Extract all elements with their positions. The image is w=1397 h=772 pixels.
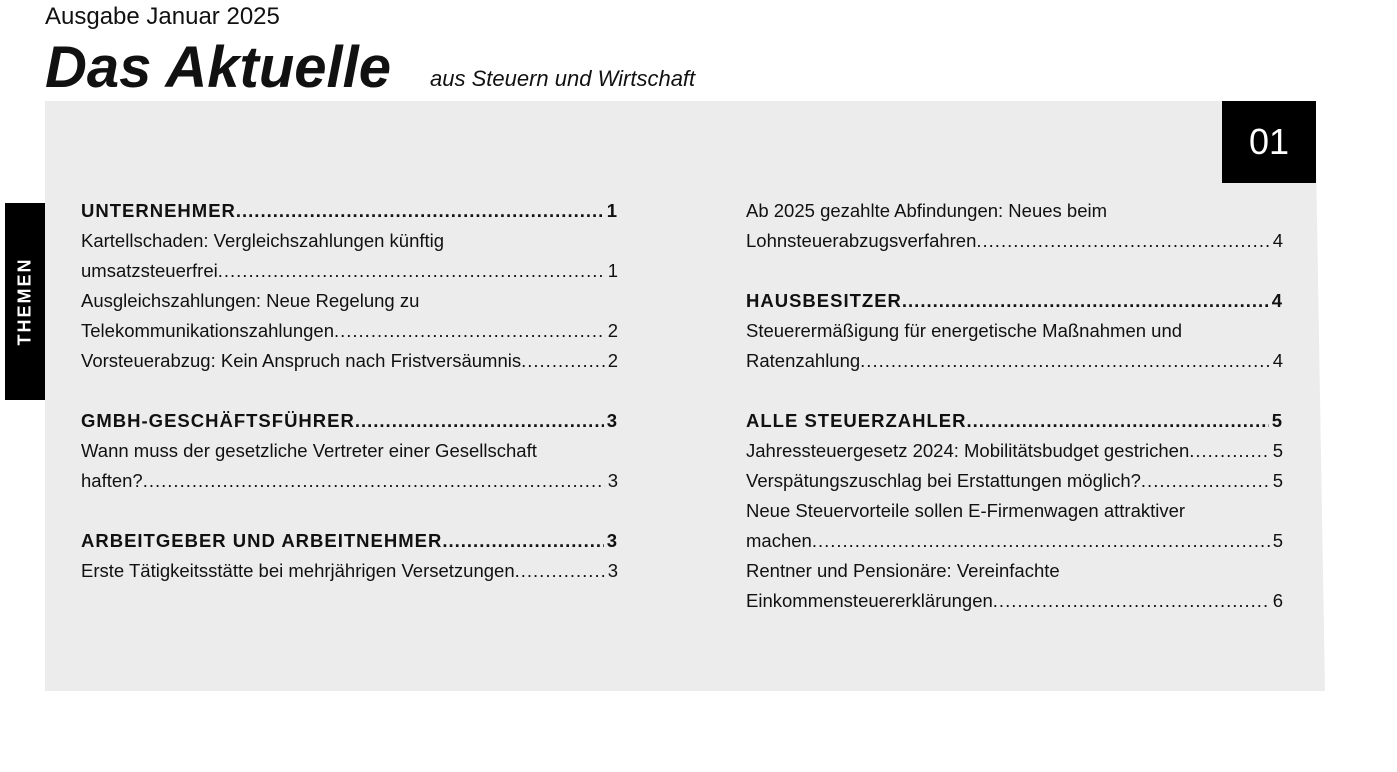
entry-text: machen: [746, 530, 812, 551]
toc-entry-line[interactable]: Vorsteuerabzug: Kein Anspruch nach Frist…: [81, 346, 618, 376]
section-gap: [746, 256, 1283, 286]
section-gap: [746, 376, 1283, 406]
dot-leader: [521, 346, 605, 376]
issue-number-badge: 01: [1222, 101, 1316, 183]
entry-text: Wann muss der gesetzliche Vertreter eine…: [81, 440, 537, 461]
dot-leader: [334, 316, 605, 346]
entry-text: Steuerermäßigung für energetische Maßnah…: [746, 320, 1183, 341]
heading-text: ALLE STEUERZAHLER: [746, 410, 967, 431]
entry-text: Ab 2025 gezahlte Abfindungen: Neues beim: [746, 200, 1108, 221]
toc-section-heading[interactable]: ARBEITGEBER UND ARBEITNEHMER 3: [81, 526, 618, 556]
entry-text: Einkommensteuererklärungen: [746, 590, 993, 611]
page-number: 6: [1272, 590, 1283, 611]
section-gap: [81, 496, 618, 526]
toc-entry-line[interactable]: Wann muss der gesetzliche Vertreter eine…: [81, 436, 618, 466]
themen-label: THEMEN: [14, 257, 35, 346]
page-number: 5: [1271, 410, 1283, 431]
entry-text: umsatzsteuerfrei: [81, 260, 218, 281]
toc-entry-line[interactable]: Lohnsteuerabzugsverfahren 4: [746, 226, 1283, 256]
toc-entry-line[interactable]: Verspätungszuschlag bei Erstattungen mög…: [746, 466, 1283, 496]
toc-entry-line[interactable]: Steuerermäßigung für energetische Maßnah…: [746, 316, 1283, 346]
toc-entry-line[interactable]: machen 5: [746, 526, 1283, 556]
toc-section-heading[interactable]: GMBH-GESCHÄFTSFÜHRER 3: [81, 406, 618, 436]
section-gap: [81, 376, 618, 406]
toc-right-column: Ab 2025 gezahlte Abfindungen: Neues beim…: [746, 196, 1283, 616]
entry-text: Ausgleichszahlungen: Neue Regelung zu: [81, 290, 420, 311]
themen-tab: THEMEN: [5, 203, 45, 400]
toc-entry-line[interactable]: haften? 3: [81, 466, 618, 496]
dot-leader: [1189, 436, 1269, 466]
entry-text: Verspätungszuschlag bei Erstattungen mög…: [746, 470, 1141, 491]
dot-leader: [993, 586, 1270, 616]
page-number: 3: [607, 560, 618, 581]
dot-leader: [143, 466, 605, 496]
page-number: 1: [606, 200, 618, 221]
page-number: 4: [1271, 290, 1283, 311]
entry-text: Telekommunikationszahlungen: [81, 320, 334, 341]
page-number: 3: [607, 470, 618, 491]
newsletter-subtitle: aus Steuern und Wirtschaft: [430, 66, 696, 91]
toc-entry-line[interactable]: Kartellschaden: Vergleichszahlungen künf…: [81, 226, 618, 256]
heading-text: UNTERNEHMER: [81, 200, 236, 221]
page-number: 5: [1272, 440, 1283, 461]
entry-text: Neue Steuervorteile sollen E-Firmenwagen…: [746, 500, 1186, 521]
toc-entry-line[interactable]: Ab 2025 gezahlte Abfindungen: Neues beim: [746, 196, 1283, 226]
page-number: 5: [1272, 530, 1283, 551]
page-number: 4: [1272, 350, 1283, 371]
toc-entry-line[interactable]: Erste Tätigkeitsstätte bei mehrjährigen …: [81, 556, 618, 586]
toc-left-column: UNTERNEHMER 1 Kartellschaden: Vergleichsza…: [81, 196, 618, 586]
entry-text: Lohnsteuerabzugsverfahren: [746, 230, 977, 251]
dot-leader: [812, 526, 1270, 556]
entry-text: Erste Tätigkeitsstätte bei mehrjährigen …: [81, 560, 515, 581]
toc-entry-line[interactable]: Einkommensteuererklärungen 6: [746, 586, 1283, 616]
page-number: 4: [1272, 230, 1283, 251]
page-number: 2: [607, 320, 618, 341]
dot-leader: [442, 526, 603, 556]
toc-entry-line[interactable]: umsatzsteuerfrei 1: [81, 256, 618, 286]
toc-entry-line[interactable]: Rentner und Pensionäre: Vereinfachte: [746, 556, 1283, 586]
toc-section-heading[interactable]: UNTERNEHMER 1: [81, 196, 618, 226]
newsletter-title: Das Aktuelle: [45, 35, 391, 100]
entry-text: Rentner und Pensionäre: Vereinfachte: [746, 560, 1060, 581]
entry-text: Ratenzahlung: [746, 350, 861, 371]
page-number: 3: [606, 530, 618, 551]
dot-leader: [860, 346, 1270, 376]
dot-leader: [355, 406, 604, 436]
toc-section-heading[interactable]: ALLE STEUERZAHLER 5: [746, 406, 1283, 436]
dot-leader: [976, 226, 1269, 256]
heading-text: GMBH-GESCHÄFTSFÜHRER: [81, 410, 355, 431]
heading-text: HAUSBESITZER: [746, 290, 902, 311]
toc-section-heading[interactable]: HAUSBESITZER 4: [746, 286, 1283, 316]
dot-leader: [515, 556, 605, 586]
page-number: 2: [607, 350, 618, 371]
toc-entry-line[interactable]: Jahressteuergesetz 2024: Mobilitätsbudge…: [746, 436, 1283, 466]
dot-leader: [218, 256, 605, 286]
heading-text: ARBEITGEBER UND ARBEITNEHMER: [81, 530, 443, 551]
dot-leader: [967, 406, 1269, 436]
toc-entry-line[interactable]: Telekommunikationszahlungen 2: [81, 316, 618, 346]
toc-entry-line[interactable]: Neue Steuervorteile sollen E-Firmenwagen…: [746, 496, 1283, 526]
dot-leader: [1141, 466, 1270, 496]
dot-leader: [902, 286, 1269, 316]
issue-date: Ausgabe Januar 2025: [45, 3, 280, 30]
toc-entry-line[interactable]: Ausgleichszahlungen: Neue Regelung zu: [81, 286, 618, 316]
page-number: 3: [606, 410, 618, 431]
page-number: 5: [1272, 470, 1283, 491]
entry-text: Jahressteuergesetz 2024: Mobilitätsbudge…: [746, 440, 1190, 461]
dot-leader: [236, 196, 604, 226]
page-number: 1: [607, 260, 618, 281]
entry-text: Kartellschaden: Vergleichszahlungen künf…: [81, 230, 445, 251]
entry-text: Vorsteuerabzug: Kein Anspruch nach Frist…: [81, 350, 522, 371]
entry-text: haften?: [81, 470, 143, 491]
issue-number: 01: [1248, 121, 1290, 162]
toc-entry-line[interactable]: Ratenzahlung 4: [746, 346, 1283, 376]
